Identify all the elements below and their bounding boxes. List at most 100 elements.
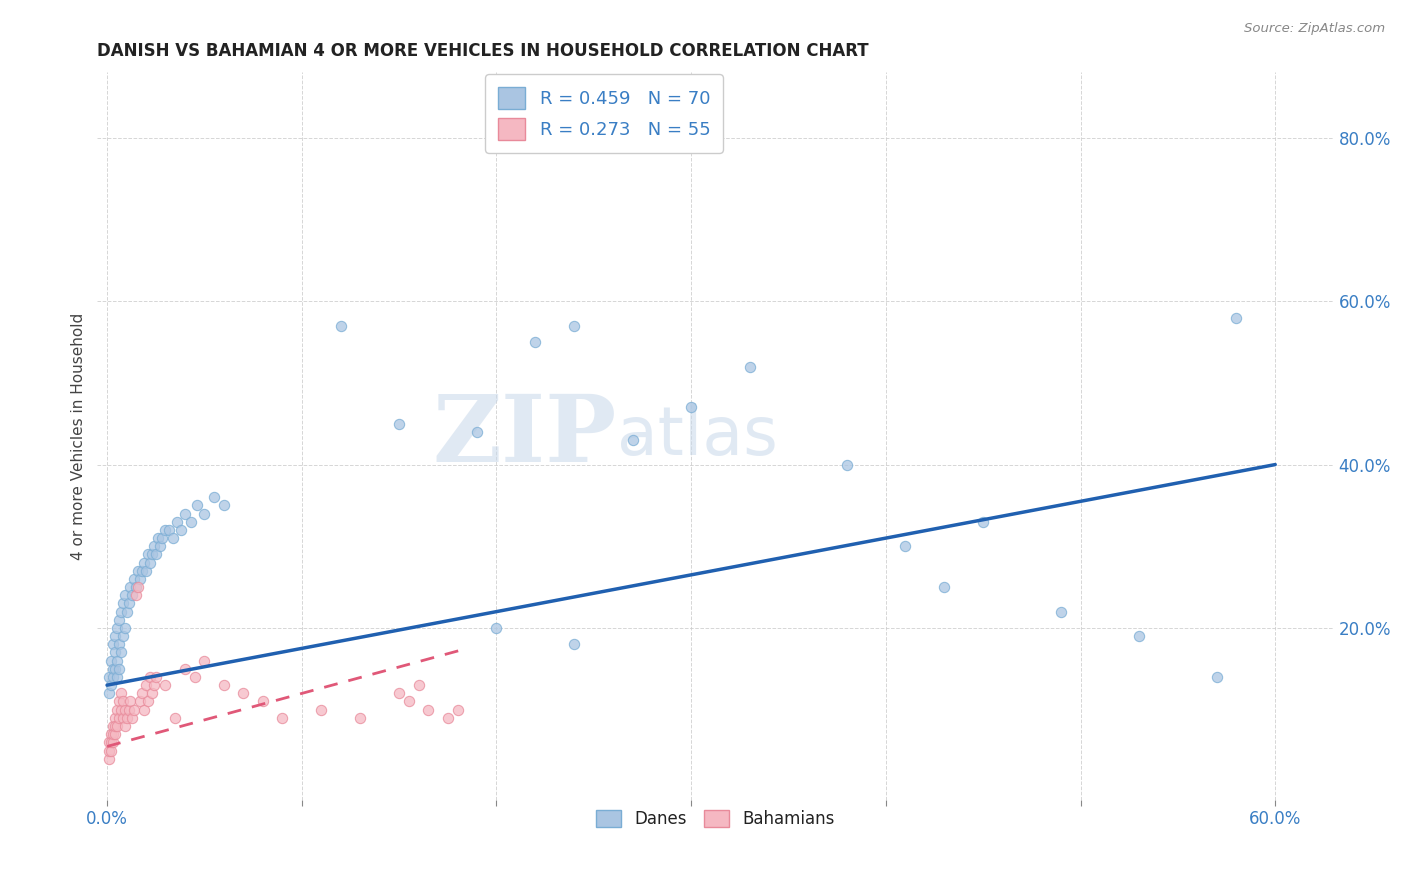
- Point: [100, 743, 122, 757]
- Point: [129, 572, 152, 586]
- Point: [562, 318, 585, 333]
- Text: ZIP: ZIP: [432, 391, 617, 481]
- Point: [114, 703, 136, 717]
- Point: [139, 670, 162, 684]
- Point: [309, 703, 332, 717]
- Point: [117, 703, 139, 717]
- Y-axis label: 4 or more Vehicles in Household: 4 or more Vehicles in Household: [72, 312, 86, 559]
- Point: [162, 531, 184, 545]
- Point: [183, 670, 205, 684]
- Point: [135, 678, 157, 692]
- Point: [193, 654, 215, 668]
- Point: [388, 417, 411, 431]
- Point: [436, 711, 458, 725]
- Point: [101, 637, 124, 651]
- Point: [121, 588, 143, 602]
- Point: [125, 588, 148, 602]
- Point: [111, 597, 134, 611]
- Point: [104, 727, 127, 741]
- Point: [180, 515, 202, 529]
- Point: [101, 662, 124, 676]
- Point: [124, 572, 146, 586]
- Point: [105, 621, 128, 635]
- Point: [165, 711, 187, 725]
- Point: [418, 703, 440, 717]
- Point: [212, 499, 235, 513]
- Point: [132, 703, 155, 717]
- Point: [835, 458, 858, 472]
- Point: [104, 719, 127, 733]
- Point: [1225, 310, 1247, 325]
- Point: [681, 401, 703, 415]
- Text: DANISH VS BAHAMIAN 4 OR MORE VEHICLES IN HOUSEHOLD CORRELATION CHART: DANISH VS BAHAMIAN 4 OR MORE VEHICLES IN…: [97, 42, 869, 60]
- Point: [212, 678, 235, 692]
- Point: [388, 686, 411, 700]
- Point: [111, 694, 134, 708]
- Point: [98, 686, 121, 700]
- Point: [125, 580, 148, 594]
- Point: [972, 515, 994, 529]
- Point: [136, 694, 159, 708]
- Point: [146, 531, 169, 545]
- Point: [107, 662, 129, 676]
- Point: [150, 531, 173, 545]
- Point: [104, 629, 127, 643]
- Point: [98, 670, 121, 684]
- Point: [349, 711, 371, 725]
- Point: [398, 694, 420, 708]
- Point: [894, 539, 917, 553]
- Point: [98, 735, 121, 749]
- Point: [105, 719, 128, 733]
- Point: [1205, 670, 1227, 684]
- Point: [101, 670, 124, 684]
- Point: [115, 711, 138, 725]
- Point: [111, 629, 134, 643]
- Point: [101, 735, 124, 749]
- Point: [485, 621, 508, 635]
- Point: [127, 580, 149, 594]
- Point: [271, 711, 294, 725]
- Point: [142, 678, 165, 692]
- Point: [465, 425, 488, 439]
- Point: [202, 490, 225, 504]
- Point: [157, 523, 180, 537]
- Point: [129, 694, 152, 708]
- Point: [100, 654, 122, 668]
- Point: [562, 637, 585, 651]
- Point: [114, 588, 136, 602]
- Point: [145, 548, 167, 562]
- Point: [136, 548, 159, 562]
- Point: [155, 523, 177, 537]
- Point: [121, 711, 143, 725]
- Point: [105, 703, 128, 717]
- Point: [98, 743, 121, 757]
- Point: [131, 686, 153, 700]
- Point: [149, 539, 172, 553]
- Point: [120, 694, 142, 708]
- Text: atlas: atlas: [617, 403, 778, 469]
- Point: [174, 662, 197, 676]
- Point: [105, 654, 128, 668]
- Point: [145, 670, 167, 684]
- Point: [120, 580, 142, 594]
- Point: [110, 686, 132, 700]
- Point: [107, 613, 129, 627]
- Point: [127, 564, 149, 578]
- Point: [100, 678, 122, 692]
- Point: [174, 507, 197, 521]
- Point: [98, 752, 121, 766]
- Point: [100, 735, 122, 749]
- Text: Source: ZipAtlas.com: Source: ZipAtlas.com: [1244, 22, 1385, 36]
- Point: [114, 621, 136, 635]
- Point: [329, 318, 352, 333]
- Point: [139, 556, 162, 570]
- Point: [110, 703, 132, 717]
- Point: [110, 645, 132, 659]
- Point: [107, 637, 129, 651]
- Point: [170, 523, 193, 537]
- Point: [738, 359, 761, 374]
- Point: [186, 499, 208, 513]
- Point: [104, 645, 127, 659]
- Point: [107, 694, 129, 708]
- Point: [104, 662, 127, 676]
